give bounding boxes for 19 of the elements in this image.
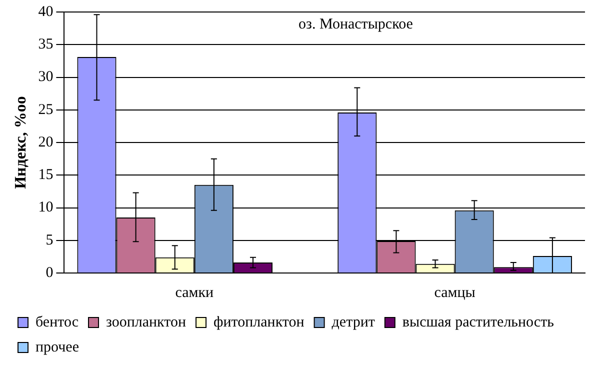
y-tick-label: 5 xyxy=(46,232,54,248)
y-tick-label: 35 xyxy=(38,36,54,53)
y-tick-label: 0 xyxy=(46,264,54,281)
y-tick-label: 25 xyxy=(38,102,54,118)
legend-label: зоопланктон xyxy=(106,314,186,330)
annotation: оз. Монастырское xyxy=(298,16,414,32)
y-tick-label: 10 xyxy=(38,200,54,216)
legend-label: высшая растительность xyxy=(402,314,554,330)
x-tick-label: самцы xyxy=(434,284,476,301)
x-tick-label: самки xyxy=(175,284,214,301)
y-tick-label: 20 xyxy=(38,134,54,150)
legend-label: бентос xyxy=(36,314,79,330)
y-axis-title: Индекс, %oo xyxy=(12,96,30,189)
legend-label: прочее xyxy=(36,339,80,356)
y-tick-label: 40 xyxy=(38,4,54,20)
legend-label: фитопланктон xyxy=(214,314,304,330)
y-tick-label: 15 xyxy=(38,167,54,184)
legend-label: детрит xyxy=(332,314,376,330)
y-tick-label: 30 xyxy=(38,69,54,86)
